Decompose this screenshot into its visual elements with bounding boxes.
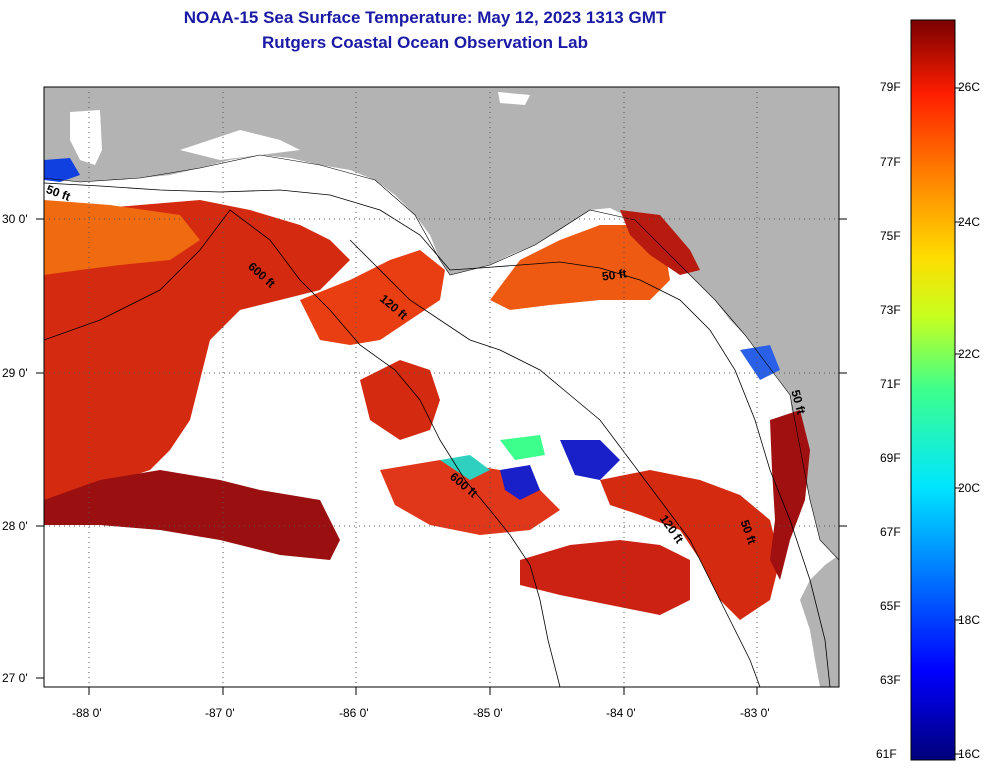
isobath-600ft [44,209,561,687]
colorbar-f-label: 79F [880,80,901,94]
colorbar-f-label: 77F [880,155,901,169]
lat-label: 29 0' [2,366,28,380]
isobath-50ft [44,182,831,687]
sst-hot-south [44,470,340,560]
coastline [44,154,839,561]
sst-cool-patch [560,440,620,480]
sst-warm-tampa [600,470,780,620]
colorbar [910,19,956,761]
colorbar-c-label: 20C [958,481,981,495]
lon-label: -88 0' [72,706,102,720]
land-region-south [800,555,839,687]
colorbar-f-label: 65F [880,599,901,613]
sst-warm-delta [300,250,445,345]
sst-cyan-patch [500,435,545,460]
lon-label: -84 0' [606,706,636,720]
bay-water [180,130,300,160]
lon-label: -86 0' [339,706,369,720]
sst-hot-tampa-coast [770,410,810,580]
colorbar-f-label: 75F [880,229,901,243]
isobath-120ft [349,239,761,687]
sst-cyan-patch [440,455,490,480]
lat-label: 30 0' [2,212,28,226]
land-region [44,87,839,560]
sst-orange-west [44,200,200,275]
map-frame [43,86,840,688]
bay-water [498,92,530,105]
map-title: NOAA-15 Sea Surface Temperature: May 12,… [183,8,667,27]
colorbar-f-label: 69F [880,451,901,465]
sst-warm-southeast [520,540,690,615]
colorbar-c-label: 24C [958,215,981,229]
sst-warm-bigbend [490,225,670,310]
axis-ticks [36,218,847,695]
colorbar-c-label: 26C [958,80,981,94]
bay-water [70,110,102,165]
colorbar-f-label: 73F [880,303,901,317]
sst-cool-patch [44,158,80,182]
lon-label: -83 0' [740,706,770,720]
colorbar-c-label: 16C [958,747,981,761]
colorbar-f-label: 63F [880,673,901,687]
colorbar-f-label: 61F [876,747,897,761]
lon-label: -85 0' [473,706,503,720]
map-subtitle: Rutgers Coastal Ocean Observation Lab [262,33,588,52]
sst-hot-coast [620,210,700,275]
colorbar-c-label: 18C [958,613,981,627]
colorbar-ticks [955,87,961,755]
graticule [44,87,839,687]
lat-label: 27 0' [2,671,28,685]
lon-label: -87 0' [205,706,235,720]
colorbar-f-label: 71F [880,377,901,391]
sst-cool-patch [500,465,540,500]
sst-warm-central [360,360,440,440]
lat-label: 28 0' [2,519,28,533]
sst-cool-patch [740,345,780,380]
sst-warm-west [44,200,350,505]
colorbar-f-label: 67F [880,525,901,539]
colorbar-c-label: 22C [958,347,981,361]
